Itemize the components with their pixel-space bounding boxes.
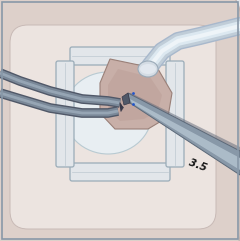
FancyBboxPatch shape <box>10 25 216 229</box>
FancyBboxPatch shape <box>166 61 184 167</box>
Ellipse shape <box>138 61 158 77</box>
Ellipse shape <box>140 64 156 74</box>
Text: 3.5: 3.5 <box>188 157 208 173</box>
FancyBboxPatch shape <box>56 61 74 167</box>
Polygon shape <box>108 69 162 121</box>
Polygon shape <box>122 93 130 105</box>
Polygon shape <box>128 93 240 153</box>
Polygon shape <box>128 93 240 175</box>
FancyBboxPatch shape <box>70 47 170 65</box>
Ellipse shape <box>64 72 152 154</box>
Polygon shape <box>100 59 172 129</box>
FancyBboxPatch shape <box>70 163 170 181</box>
Polygon shape <box>130 99 240 170</box>
